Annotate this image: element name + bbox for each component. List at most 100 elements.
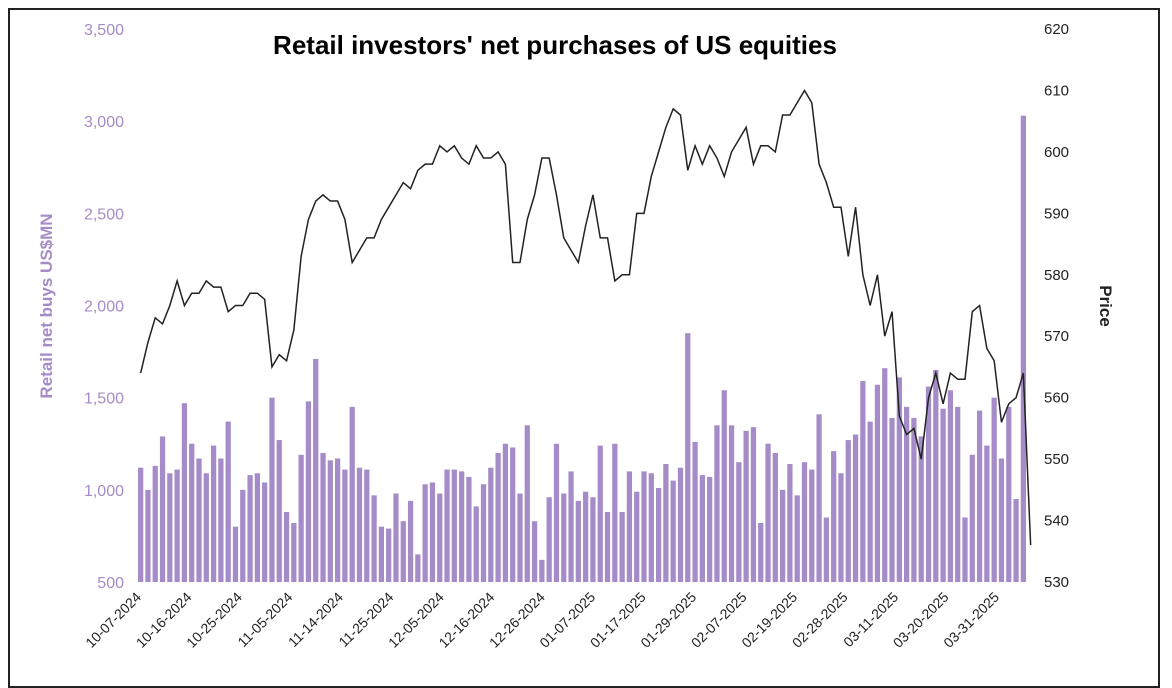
bar bbox=[867, 421, 873, 582]
bar bbox=[240, 489, 246, 582]
right-tick-label: 530 bbox=[1044, 574, 1069, 591]
bar bbox=[568, 471, 574, 582]
left-tick-label: 3,000 bbox=[84, 114, 124, 131]
bar bbox=[991, 397, 997, 582]
bar bbox=[845, 440, 851, 582]
bar bbox=[400, 521, 406, 582]
bar bbox=[794, 495, 800, 582]
left-axis-title: Retail net buys US$MN bbox=[37, 213, 56, 398]
bar bbox=[911, 417, 917, 582]
bar bbox=[714, 425, 720, 582]
bar bbox=[291, 523, 297, 582]
bar bbox=[809, 469, 815, 582]
bar bbox=[619, 511, 625, 582]
bar bbox=[896, 377, 902, 582]
bar bbox=[743, 430, 749, 582]
left-tick-label: 2,500 bbox=[84, 206, 124, 223]
bar bbox=[663, 464, 669, 582]
right-tick-label: 610 bbox=[1044, 82, 1069, 99]
bar bbox=[889, 417, 895, 582]
right-tick-label: 600 bbox=[1044, 144, 1069, 161]
price-line bbox=[139, 88, 1032, 546]
bar bbox=[218, 458, 224, 582]
bar bbox=[925, 386, 932, 582]
bar-series bbox=[138, 115, 1026, 582]
bar bbox=[531, 521, 538, 582]
bar bbox=[998, 458, 1005, 582]
bar bbox=[860, 381, 866, 582]
bar bbox=[262, 482, 268, 582]
bar bbox=[429, 482, 436, 582]
bar bbox=[575, 500, 581, 582]
bar bbox=[583, 491, 589, 582]
bar bbox=[203, 473, 209, 582]
bar bbox=[1006, 406, 1012, 582]
bar bbox=[342, 469, 348, 582]
bar bbox=[626, 471, 633, 582]
bar bbox=[254, 473, 260, 582]
left-tick-label: 1,500 bbox=[84, 391, 124, 408]
bar bbox=[210, 445, 217, 582]
bar bbox=[298, 454, 304, 582]
bar bbox=[874, 384, 881, 582]
bar bbox=[283, 511, 290, 582]
chart-title: Retail investors' net purchases of US eq… bbox=[273, 30, 837, 60]
bar bbox=[276, 440, 282, 582]
bar bbox=[488, 467, 494, 582]
bar bbox=[444, 469, 450, 582]
bar bbox=[546, 497, 552, 582]
bar bbox=[750, 427, 757, 582]
bar bbox=[561, 493, 567, 582]
bar bbox=[838, 473, 844, 582]
bar bbox=[393, 493, 399, 582]
bar bbox=[159, 436, 166, 582]
bar bbox=[984, 445, 990, 582]
left-tick-label: 500 bbox=[97, 575, 124, 592]
bar bbox=[955, 406, 961, 582]
bar bbox=[728, 425, 735, 582]
bar bbox=[852, 434, 859, 582]
bar bbox=[349, 406, 355, 582]
bar bbox=[145, 489, 151, 582]
bar bbox=[327, 460, 333, 582]
bar bbox=[692, 441, 698, 582]
bar bbox=[648, 473, 654, 582]
bar bbox=[962, 517, 968, 582]
bar bbox=[334, 458, 341, 582]
bar bbox=[269, 397, 275, 582]
bar bbox=[502, 443, 509, 582]
bar bbox=[356, 467, 363, 582]
bar bbox=[882, 368, 888, 582]
bar bbox=[823, 517, 830, 582]
right-axis-ticks: 530 540 550 560 570 580 590 600 610 620 bbox=[1044, 21, 1069, 591]
bar bbox=[969, 454, 975, 582]
chart-svg: 500 1,000 1,500 2,000 2,500 3,000 3,500 530 540… bbox=[37, 21, 1115, 651]
bar bbox=[707, 476, 713, 582]
left-tick-label: 2,000 bbox=[84, 299, 124, 316]
bar bbox=[415, 554, 421, 582]
bar bbox=[232, 526, 239, 582]
bar bbox=[765, 443, 771, 582]
bar bbox=[247, 475, 253, 582]
right-tick-label: 590 bbox=[1044, 205, 1069, 222]
bar bbox=[524, 425, 530, 582]
right-axis-title: Price bbox=[1096, 285, 1115, 327]
bar bbox=[604, 511, 611, 582]
bar bbox=[787, 464, 793, 582]
bar bbox=[196, 458, 202, 582]
bar bbox=[831, 451, 837, 582]
bar bbox=[138, 467, 144, 582]
bar bbox=[466, 476, 472, 582]
x-axis-ticks: 10-07-202410-16-202410-25-202411-05-2024… bbox=[82, 589, 1002, 651]
right-tick-label: 580 bbox=[1044, 267, 1069, 284]
bar bbox=[685, 333, 691, 582]
right-tick-label: 570 bbox=[1044, 328, 1069, 345]
bar bbox=[779, 489, 786, 582]
bar bbox=[655, 487, 662, 582]
bar bbox=[1013, 499, 1019, 582]
bar bbox=[364, 469, 370, 582]
bar bbox=[517, 493, 523, 582]
bar bbox=[189, 443, 195, 582]
left-axis-ticks: 500 1,000 1,500 2,000 2,500 3,000 3,500 bbox=[84, 22, 124, 592]
bar bbox=[152, 465, 158, 582]
